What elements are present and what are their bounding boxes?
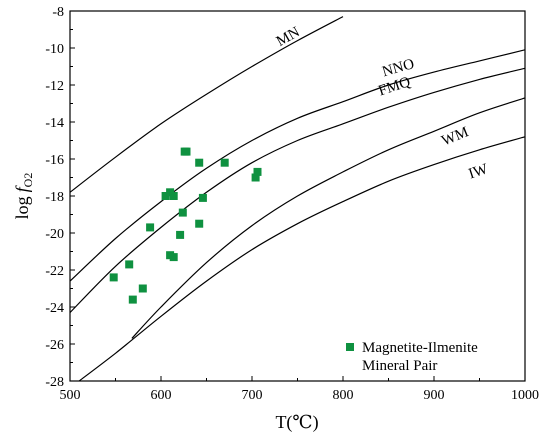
buffer-label-wm: WM — [439, 124, 470, 149]
data-point — [161, 192, 170, 200]
legend-label-line2: Mineral Pair — [362, 358, 437, 374]
y-tick-label: -16 — [45, 153, 64, 168]
buffer-curve-nno — [70, 49, 525, 282]
buffer-label-fmq: FMQ — [377, 74, 413, 99]
data-point — [195, 219, 204, 228]
y-axis-title-log: log — [12, 196, 32, 219]
legend: Magnetite-Ilmenite Mineral Pair — [346, 340, 478, 374]
buffer-curve-mn — [70, 16, 344, 193]
y-tick-label: -10 — [45, 42, 64, 57]
y-tick-label: -14 — [45, 116, 64, 131]
y-axis-title-f: f — [12, 184, 32, 192]
x-tick-label: 700 — [242, 388, 263, 403]
data-point — [251, 173, 260, 182]
data-point — [138, 284, 147, 293]
buffer-label-iw: IW — [467, 161, 491, 182]
buffer-curve-iw — [78, 136, 525, 381]
data-point — [198, 193, 207, 202]
x-axis: 500 600 700 800 900 1000 — [60, 376, 539, 403]
buffer-label-mn: MN — [274, 24, 303, 50]
buffer-curve-fmq — [70, 67, 525, 314]
data-point — [176, 230, 185, 239]
x-tick-label: 900 — [424, 388, 445, 403]
data-points — [109, 147, 262, 304]
y-axis: -28 -26 -24 -22 -20 -18 -16 -14 -12 -10 -8 — [45, 5, 75, 390]
y-tick-label: -24 — [45, 301, 64, 316]
y-tick-label: -12 — [45, 79, 64, 94]
y-axis-title: log fO2 — [12, 173, 35, 220]
data-point — [128, 295, 137, 304]
legend-marker — [346, 343, 354, 351]
x-tick-label: 500 — [60, 388, 81, 403]
data-point — [253, 167, 262, 176]
data-point — [125, 260, 134, 269]
x-tick-label: 800 — [333, 388, 354, 403]
y-tick-label: -18 — [45, 190, 64, 205]
data-point — [109, 273, 118, 282]
data-point — [169, 192, 178, 200]
y-axis-title-sub: O2 — [21, 173, 35, 188]
svg-text:logfO2: log fO2 — [12, 173, 35, 220]
buffer-curve-wm — [131, 97, 525, 339]
x-tick-label: 600 — [151, 388, 172, 403]
y-tick-label: -28 — [45, 375, 64, 390]
data-point — [220, 158, 229, 167]
legend-label-line1: Magnetite-Ilmenite — [362, 340, 478, 356]
y-tick-label: -26 — [45, 338, 64, 353]
data-point — [182, 147, 191, 156]
data-point — [195, 158, 204, 167]
x-tick-label: 1000 — [511, 388, 539, 403]
data-point — [169, 253, 178, 262]
x-axis-title: T(℃) — [275, 412, 318, 433]
buffer-curves — [70, 16, 525, 381]
y-tick-label: -22 — [45, 264, 64, 279]
data-point — [146, 223, 155, 232]
y-tick-label: -8 — [52, 5, 64, 20]
y-tick-label: -20 — [45, 227, 64, 242]
data-point — [178, 208, 187, 217]
